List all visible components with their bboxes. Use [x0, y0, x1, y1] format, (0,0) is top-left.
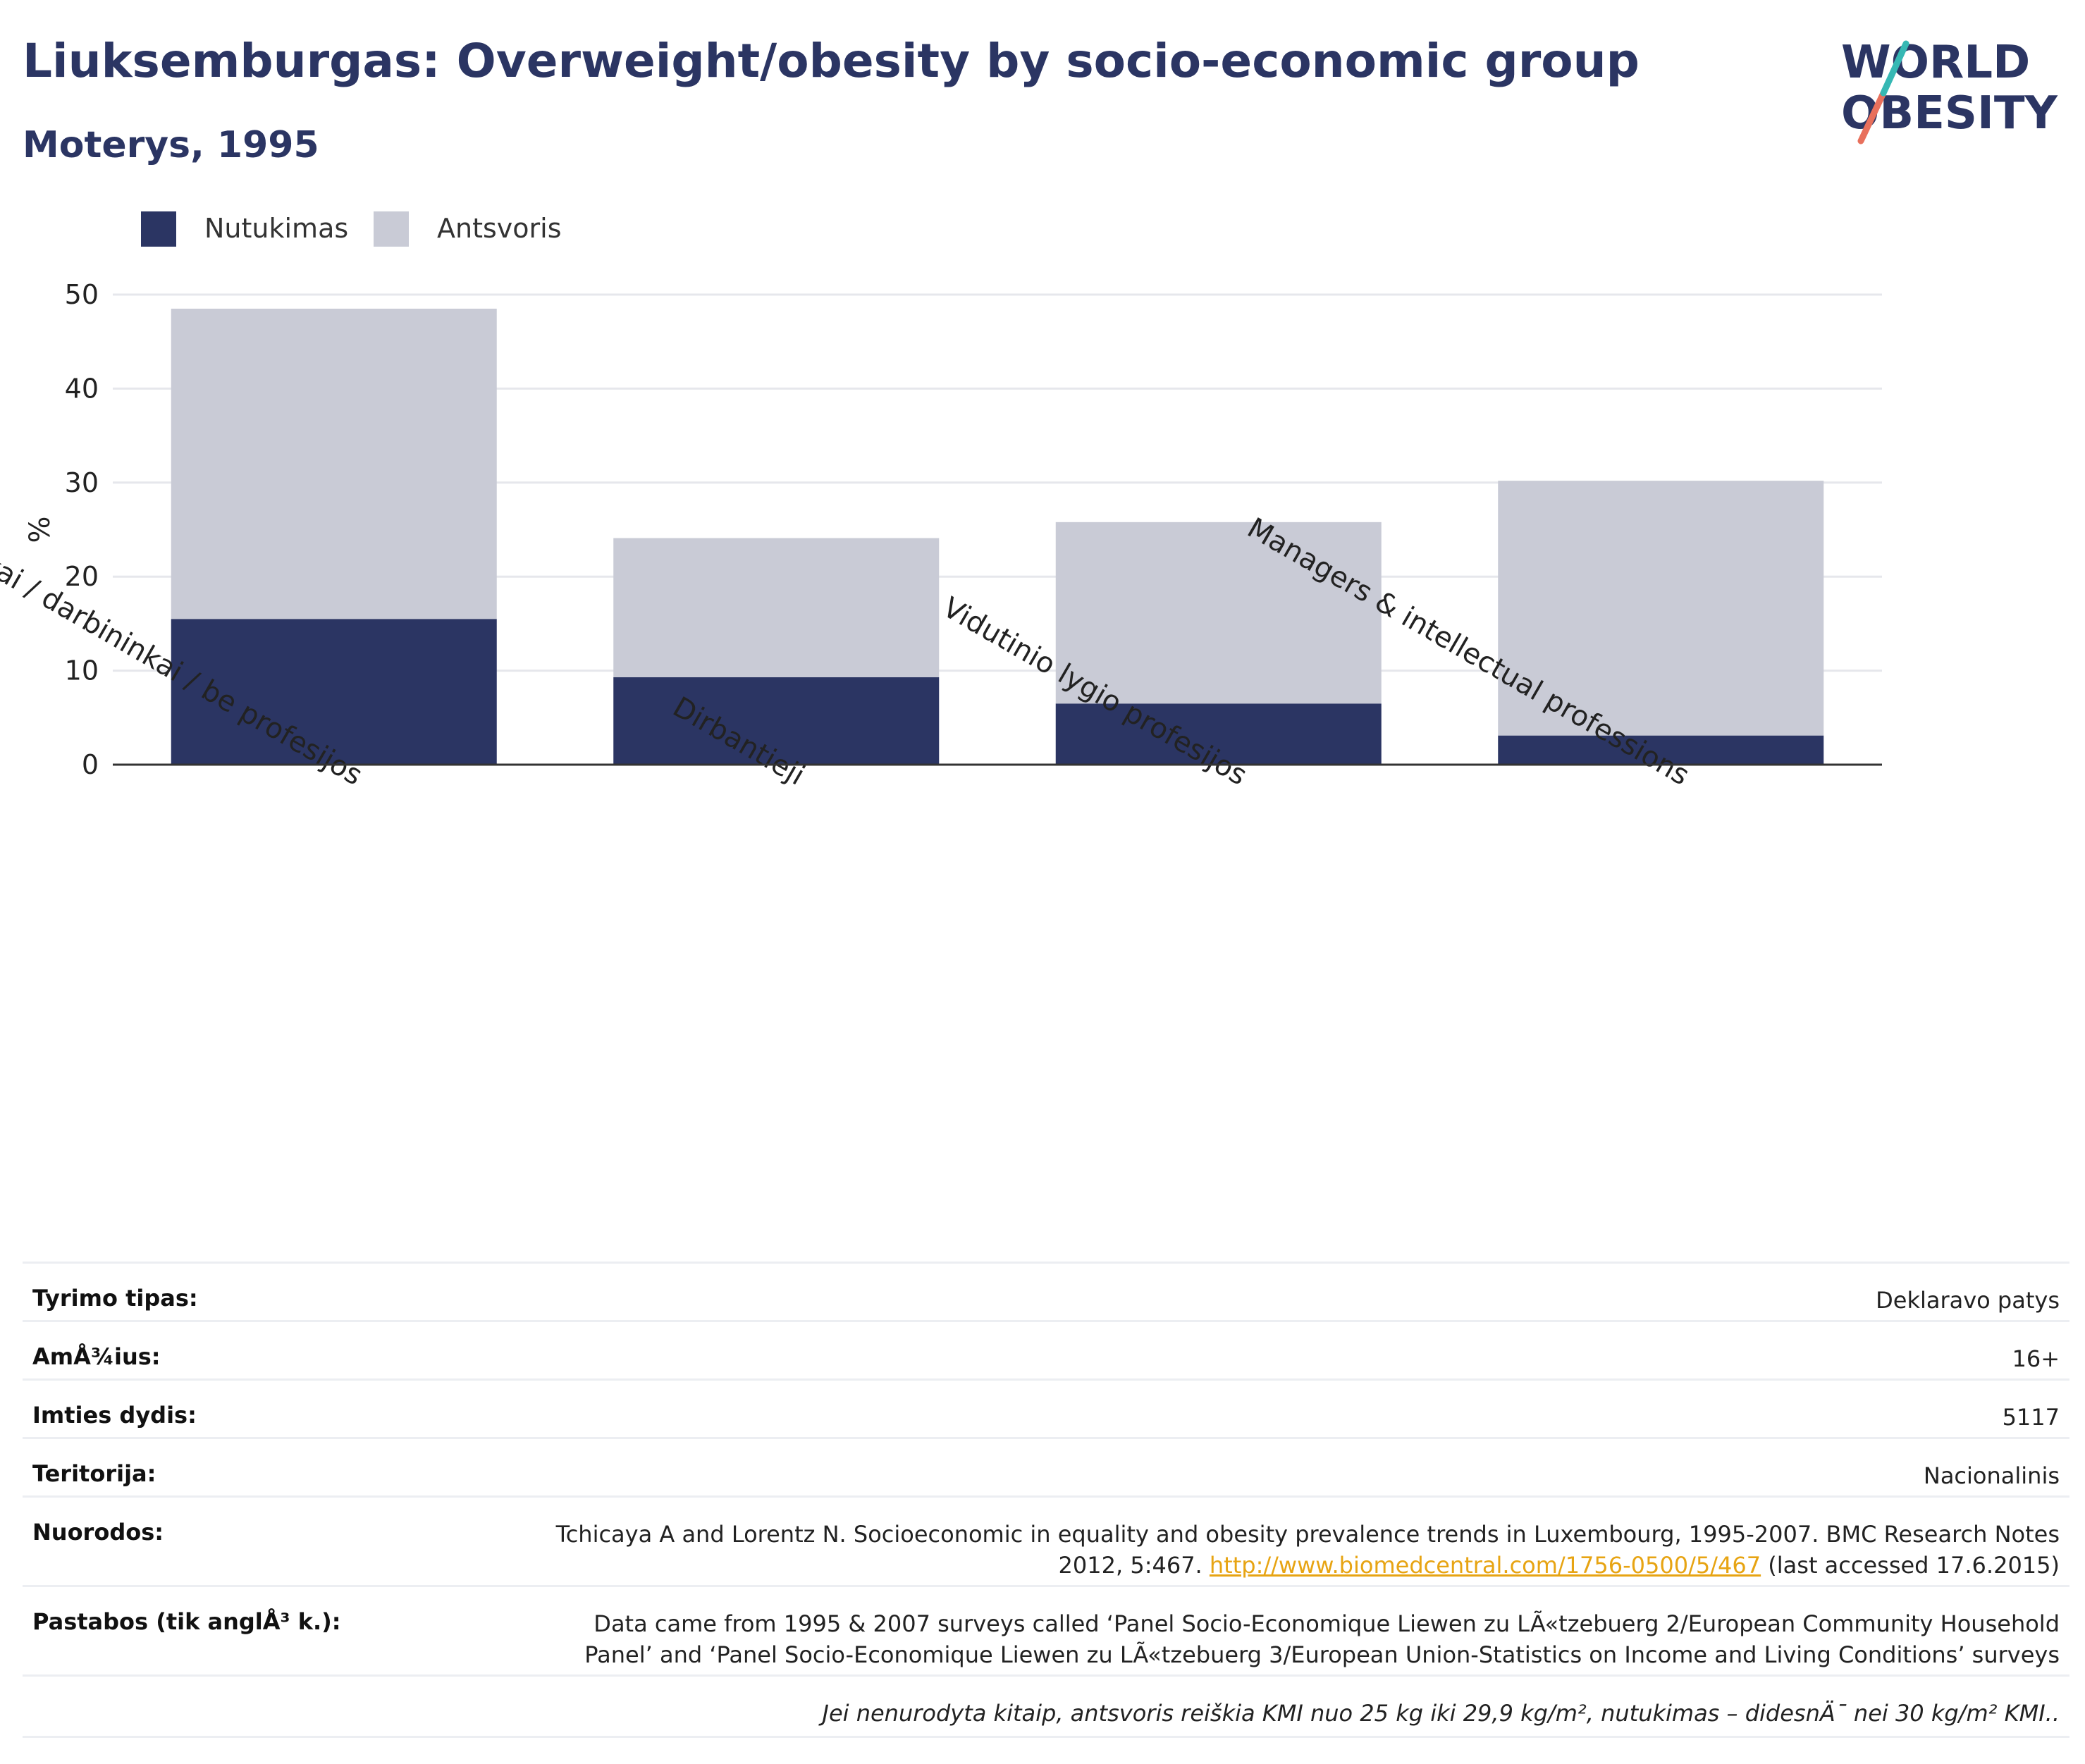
- meta-row-notes: Pastabos (tik anglÅ³ k.): Data came from…: [23, 1585, 2069, 1674]
- reference-accessed: (last accessed 17.6.2015): [1768, 1552, 2060, 1579]
- legend-label-obesity: Nutukimas: [204, 213, 349, 244]
- legend-swatch-obesity: [141, 211, 176, 247]
- legend-label-overweight: Antsvoris: [437, 213, 562, 244]
- footnote: Jei nenurodyta kitaip, antsvoris reiškia…: [822, 1700, 2060, 1727]
- bar-overweight: [1498, 481, 1824, 736]
- reference-line-2: 2012, 5:467. http://www.biomedcentral.co…: [556, 1550, 2060, 1581]
- meta-value: Deklaravo patys: [1876, 1287, 2060, 1314]
- y-tick-label: 30: [65, 467, 99, 498]
- reference-line-1: Tchicaya A and Lorentz N. Socioeconomic …: [555, 1521, 2060, 1548]
- y-tick-label: 40: [65, 373, 99, 404]
- bar-obesity: [613, 677, 940, 765]
- bar-obesity: [1055, 703, 1382, 765]
- metadata-table: Tyrimo tipas: Deklaravo patys AmÅ¾ius: 1…: [23, 1262, 2069, 1738]
- meta-label: Imties dydis:: [32, 1402, 197, 1429]
- meta-label: Teritorija:: [32, 1460, 156, 1487]
- bar-obesity: [1498, 735, 1824, 765]
- logo-line-1: WORLD: [1841, 37, 2030, 89]
- bar-obesity: [171, 619, 497, 765]
- bar-overweight: [1055, 522, 1382, 704]
- y-tick-label: 10: [65, 655, 99, 686]
- y-axis-label: %: [24, 516, 56, 543]
- meta-label: Tyrimo tipas:: [32, 1285, 198, 1312]
- meta-row-age: AmÅ¾ius: 16+: [23, 1320, 2069, 1378]
- meta-row-survey-type: Tyrimo tipas: Deklaravo patys: [23, 1262, 2069, 1320]
- legend-swatch-overweight: [374, 211, 409, 247]
- notes-line-2: Panel’ and ‘Panel Socio-Economique Liewe…: [584, 1641, 2060, 1668]
- notes-text: Data came from 1995 & 2007 surveys calle…: [584, 1608, 2060, 1670]
- meta-label: Pastabos (tik anglÅ³ k.):: [32, 1608, 341, 1635]
- meta-label: AmÅ¾ius:: [32, 1343, 161, 1370]
- page-title: Liuksemburgas: Overweight/obesity by soc…: [23, 34, 1640, 88]
- reference-link[interactable]: http://www.biomedcentral.com/1756-0500/5…: [1209, 1552, 1761, 1579]
- meta-label: Nuorodos:: [32, 1519, 164, 1546]
- meta-row-territory: Teritorija: Nacionalinis: [23, 1437, 2069, 1495]
- meta-value: 16+: [2012, 1345, 2060, 1372]
- y-tick-label: 0: [82, 749, 99, 780]
- meta-row-sample-size: Imties dydis: 5117: [23, 1378, 2069, 1437]
- page-subtitle: Moterys, 1995: [23, 124, 319, 166]
- meta-value: Nacionalinis: [1923, 1462, 2060, 1489]
- meta-row-references: Nuorodos: Tchicaya A and Lorentz N. Soci…: [23, 1495, 2069, 1585]
- bar-overweight: [171, 309, 497, 619]
- notes-line-1: Data came from 1995 & 2007 surveys calle…: [593, 1610, 2060, 1637]
- reference-text: Tchicaya A and Lorentz N. Socioeconomic …: [556, 1519, 2060, 1581]
- meta-row-footnote: Jei nenurodyta kitaip, antsvoris reiškia…: [23, 1674, 2069, 1738]
- y-tick-label: 50: [65, 279, 99, 310]
- meta-value: 5117: [2002, 1404, 2060, 1431]
- bar-overweight: [613, 538, 940, 677]
- y-tick-label: 20: [65, 561, 99, 592]
- world-obesity-logo: WORLD OBESITY: [1841, 37, 2058, 144]
- reference-year: 2012, 5:467.: [1058, 1552, 1203, 1579]
